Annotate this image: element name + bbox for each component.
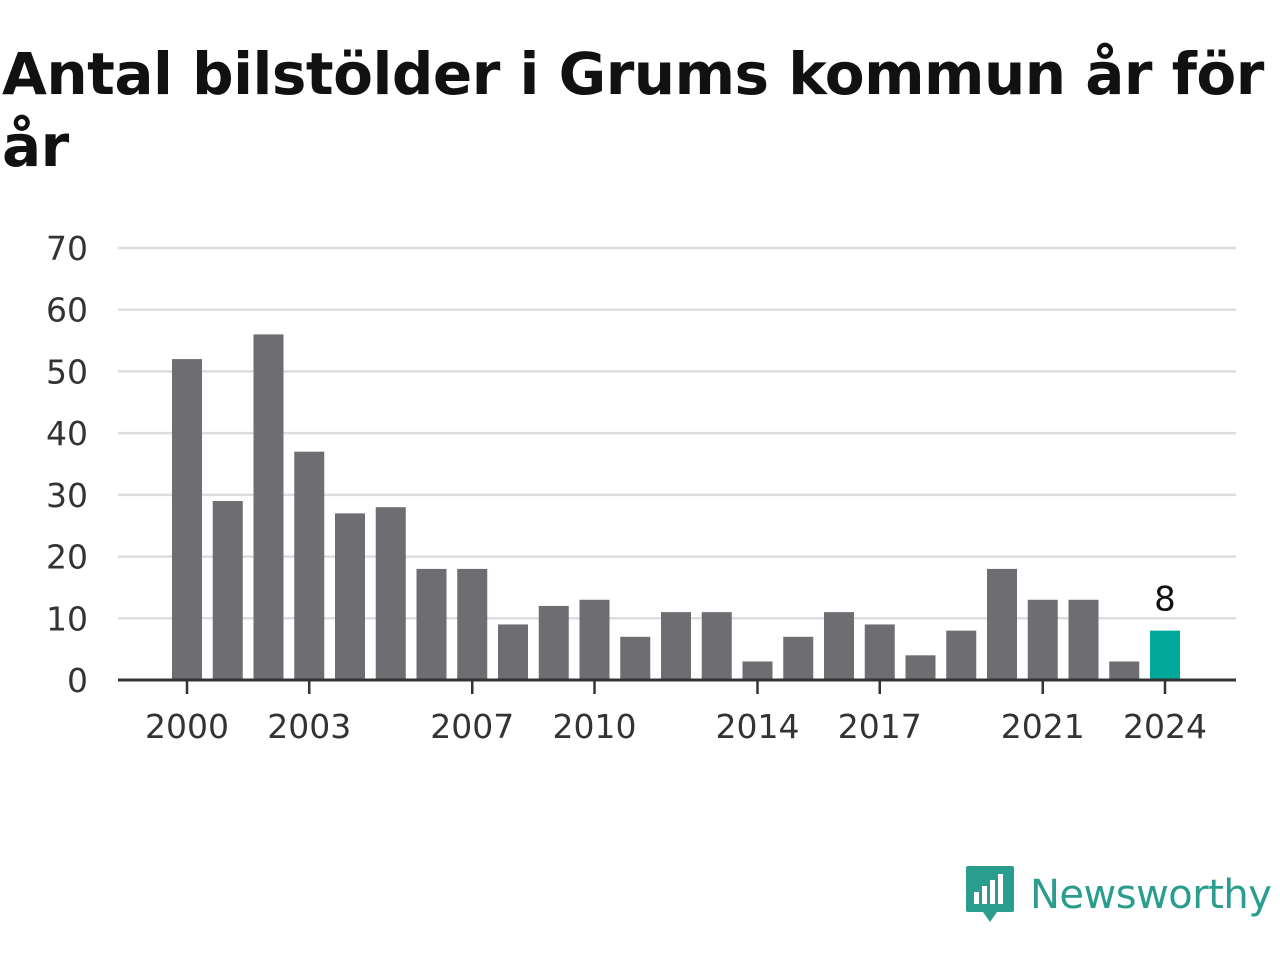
y-tick-label: 60 bbox=[46, 291, 88, 330]
x-tick-label: 2017 bbox=[838, 707, 922, 746]
x-tick-label: 2010 bbox=[553, 707, 637, 746]
y-tick-label: 40 bbox=[46, 414, 88, 453]
bar-2022 bbox=[1068, 599, 1099, 680]
y-tick-label: 10 bbox=[46, 599, 88, 638]
bar-2007 bbox=[457, 568, 488, 680]
bar-2020 bbox=[987, 568, 1017, 680]
y-axis-labels: 0 10 20 30 40 50 60 70 bbox=[46, 229, 88, 700]
brand-name: Newsworthy bbox=[1030, 872, 1272, 918]
bars bbox=[172, 334, 1180, 680]
y-tick-label: 30 bbox=[46, 476, 88, 515]
gridlines bbox=[118, 246, 1236, 620]
y-tick-label: 20 bbox=[46, 538, 88, 577]
chart-title: Antal bilstölder i Grums kommun år för å… bbox=[2, 40, 1264, 180]
x-tick-label: 2014 bbox=[716, 707, 800, 746]
bar-2015 bbox=[783, 636, 814, 680]
bar-2013 bbox=[701, 612, 732, 680]
bar-2000 bbox=[172, 359, 202, 680]
bar-2017 bbox=[864, 624, 895, 680]
x-axis: 2000 2003 2007 2010 2014 2017 2021 2024 bbox=[118, 678, 1236, 746]
x-tick-label: 2003 bbox=[267, 707, 351, 746]
bar-2010 bbox=[579, 599, 610, 680]
bar-2018 bbox=[905, 655, 936, 680]
data-label: 8 bbox=[1154, 580, 1176, 620]
y-tick-label: 50 bbox=[46, 352, 88, 391]
bar-2001 bbox=[212, 501, 243, 680]
bar-2003 bbox=[294, 451, 325, 680]
x-tick-label: 2007 bbox=[430, 707, 514, 746]
bar-2024 bbox=[1150, 630, 1180, 680]
bar-2009 bbox=[538, 605, 569, 680]
bar-2012 bbox=[661, 612, 691, 680]
x-tick-label: 2021 bbox=[1001, 707, 1085, 746]
bar-2014 bbox=[742, 661, 773, 680]
bar-2004 bbox=[335, 513, 365, 680]
bar-2002 bbox=[253, 334, 284, 680]
data-labels: 8 bbox=[1154, 580, 1176, 620]
bar-2005 bbox=[375, 507, 406, 680]
bar-2011 bbox=[620, 636, 651, 680]
bar-2016 bbox=[824, 612, 854, 680]
bar-2023 bbox=[1109, 661, 1140, 680]
x-tick-label: 2000 bbox=[145, 707, 229, 746]
y-tick-label: 0 bbox=[67, 661, 88, 700]
bar-2006 bbox=[416, 568, 447, 680]
brand: Newsworthy bbox=[964, 864, 1272, 926]
y-tick-label: 70 bbox=[46, 229, 88, 268]
bar-2008 bbox=[498, 624, 528, 680]
x-tick-label: 2024 bbox=[1123, 707, 1207, 746]
bar-chart: 0 10 20 30 40 50 60 70 2000 2003 2007 2010 2014 2017… bbox=[46, 229, 1236, 746]
newsworthy-logo-icon bbox=[966, 866, 1014, 922]
bar-2019 bbox=[946, 630, 977, 680]
bar-2021 bbox=[1027, 599, 1058, 680]
